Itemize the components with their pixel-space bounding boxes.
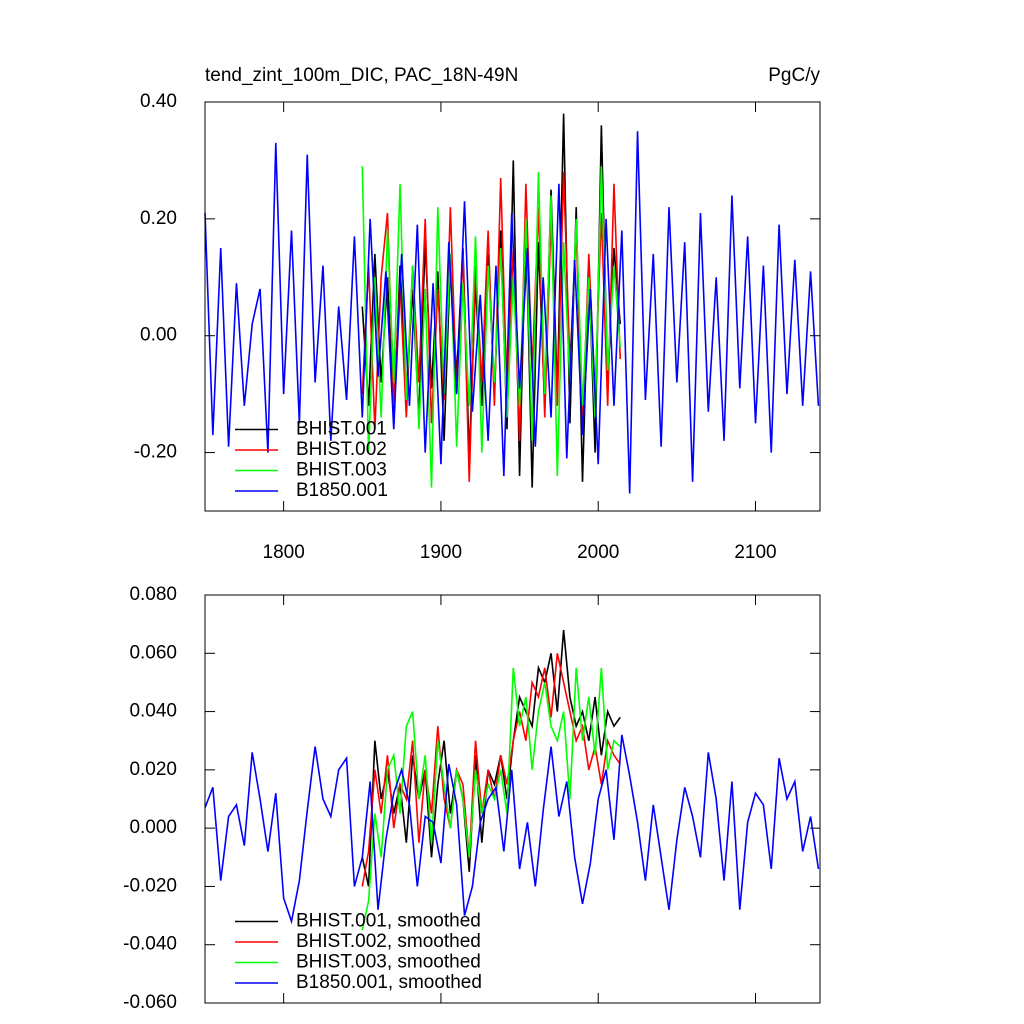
x-tick-label: 2100 [734, 542, 776, 563]
x-tick-label: 1800 [263, 542, 305, 563]
y-tick-label: 0.00 [140, 325, 177, 346]
units-label: PgC/y [768, 65, 820, 86]
y-tick-label: -0.060 [123, 992, 177, 1013]
y-tick-label: 0.020 [129, 759, 177, 780]
series-line [204, 734, 820, 925]
y-tick-label: 0.060 [129, 642, 177, 663]
legend-label: BHIST.003, smoothed [296, 952, 481, 973]
legend-label: BHIST.002, smoothed [296, 931, 481, 952]
y-tick-label: 0.40 [140, 91, 177, 112]
y-tick-label: 0.040 [129, 701, 177, 722]
series-line [361, 629, 621, 887]
y-tick-label: -0.020 [123, 875, 177, 896]
plot-frame [204, 101, 821, 512]
y-tick-label: -0.040 [123, 934, 177, 955]
x-tick-label: 2000 [577, 542, 619, 563]
chart-title: tend_zint_100m_DIC, PAC_18N-49N [205, 65, 518, 86]
series-line [361, 653, 621, 887]
legend-label: BHIST.001, smoothed [296, 911, 481, 932]
plot-frame [204, 594, 821, 1004]
legend-label: B1850.001 [296, 480, 388, 501]
y-tick-label: 0.080 [129, 584, 177, 605]
legend-label: BHIST.001 [296, 419, 387, 440]
y-tick-label: -0.20 [134, 442, 177, 463]
legend-label: B1850.001, smoothed [296, 972, 482, 993]
y-tick-label: 0.000 [129, 817, 177, 838]
y-tick-label: 0.20 [140, 208, 177, 229]
legend-label: BHIST.002 [296, 439, 387, 460]
series-line [204, 131, 820, 494]
legend-label: BHIST.003 [296, 460, 387, 481]
series-line [361, 166, 622, 488]
series-line [361, 667, 621, 931]
x-tick-label: 1900 [420, 542, 462, 563]
